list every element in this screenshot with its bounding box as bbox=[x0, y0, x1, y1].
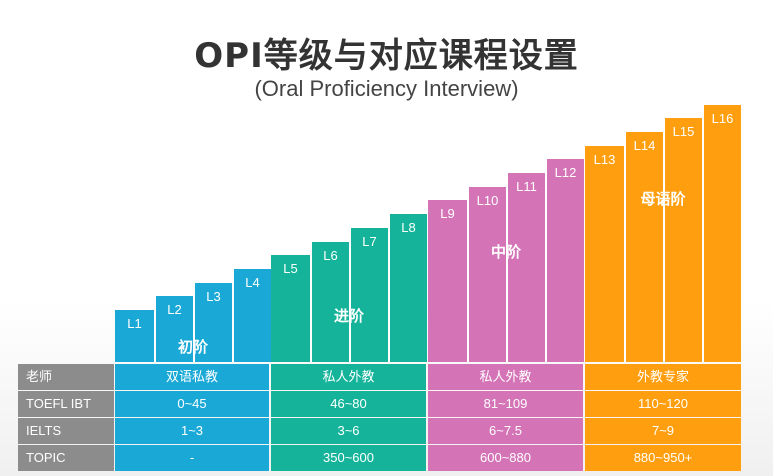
row-header: TOEFL IBT bbox=[18, 391, 114, 417]
table-cell: 6~7.5 bbox=[428, 418, 583, 444]
level-step-l10: L10 bbox=[467, 187, 506, 362]
level-label: L4 bbox=[245, 275, 260, 290]
level-label: L10 bbox=[476, 193, 499, 208]
level-label: L11 bbox=[516, 179, 537, 194]
level-step-l2: L2 bbox=[154, 296, 193, 362]
page-title: OPI等级与对应课程设置 bbox=[194, 36, 579, 76]
level-step-l16: L16 bbox=[702, 105, 741, 362]
table-row: IELTS 1~3 3~6 6~7.5 7~9 bbox=[18, 418, 773, 444]
table-cell: 600~880 bbox=[428, 445, 583, 471]
stage-name-advanced: 中阶 bbox=[490, 243, 521, 261]
table-cell: 1~3 bbox=[115, 418, 269, 444]
level-label: L14 bbox=[633, 138, 656, 153]
level-step-l8: L8 bbox=[388, 214, 427, 362]
level-step-l14: L14 bbox=[624, 132, 663, 362]
table-cell: 私人外教 bbox=[271, 364, 426, 390]
stage-name-beginner: 初阶 bbox=[177, 338, 208, 356]
level-label: L8 bbox=[401, 220, 416, 235]
table-cell: 81~109 bbox=[428, 391, 583, 417]
level-label: L7 bbox=[362, 234, 377, 249]
stage-name-intermediate: 进阶 bbox=[333, 307, 364, 325]
level-step-l3: L3 bbox=[193, 283, 232, 362]
table-cell: 110~120 bbox=[585, 391, 741, 417]
table-cell: 双语私教 bbox=[115, 364, 269, 390]
table-cell: 0~45 bbox=[115, 391, 269, 417]
level-step-l12: L12 bbox=[545, 159, 584, 362]
level-step-l7: L7 bbox=[349, 228, 388, 362]
row-header: 老师 bbox=[18, 364, 114, 390]
level-label: L3 bbox=[206, 289, 221, 304]
table-cell: 350~600 bbox=[271, 445, 426, 471]
level-label: L16 bbox=[711, 111, 734, 126]
row-header: IELTS bbox=[18, 418, 114, 444]
table-cell: 7~9 bbox=[585, 418, 741, 444]
table-row: 老师 双语私教 私人外教 私人外教 外教专家 bbox=[18, 364, 773, 390]
table-cell: - bbox=[115, 445, 269, 471]
page-subtitle: (Oral Proficiency Interview) bbox=[254, 76, 519, 101]
level-label: L6 bbox=[323, 248, 338, 263]
level-step-l5: L5 bbox=[271, 255, 310, 362]
level-label: L1 bbox=[127, 316, 142, 331]
table-cell: 私人外教 bbox=[428, 364, 583, 390]
table-row: TOPIC -350~600 600~880 880~950+ bbox=[18, 445, 773, 471]
table-cell: 外教专家 bbox=[585, 364, 741, 390]
level-step-l6: L6 bbox=[310, 242, 349, 362]
level-label: L9 bbox=[440, 206, 455, 221]
row-header: TOPIC bbox=[18, 445, 114, 471]
level-step-l11: L11 bbox=[506, 173, 545, 362]
level-label: L15 bbox=[672, 124, 695, 139]
level-step-l9: L9 bbox=[428, 200, 467, 362]
table-cell: 880~950+ bbox=[585, 445, 741, 471]
level-step-l15: L15 bbox=[663, 118, 702, 362]
level-label: L13 bbox=[593, 152, 616, 167]
level-label: L5 bbox=[283, 261, 298, 276]
level-step-l13: L13 bbox=[585, 146, 624, 362]
level-label: L2 bbox=[167, 302, 182, 317]
stage-name-native: 母语阶 bbox=[640, 190, 686, 208]
level-step-l4: L4 bbox=[232, 269, 271, 362]
table-cell: 46~80 bbox=[271, 391, 426, 417]
level-label: L12 bbox=[554, 165, 577, 180]
table-row: TOEFL IBT 0~45 46~80 81~109 110~120 bbox=[18, 391, 773, 417]
level-step-l1: L1 bbox=[115, 310, 154, 362]
table-cell: 3~6 bbox=[271, 418, 426, 444]
